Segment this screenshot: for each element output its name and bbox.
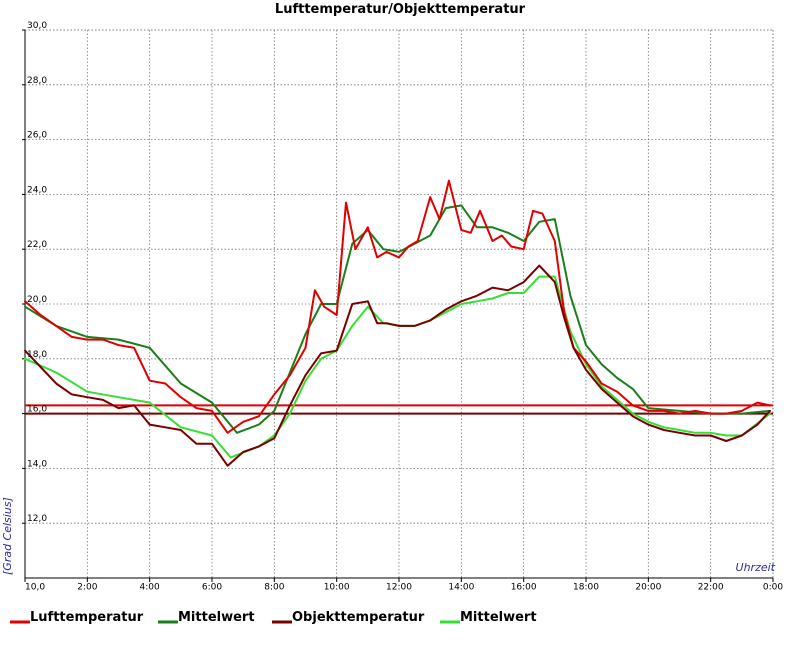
x-tick-label: 10:00 [324, 583, 350, 593]
legend-label: Mittelwert [460, 610, 537, 625]
series-line-3 [24, 264, 771, 467]
x-tick-label: 14:00 [448, 583, 474, 593]
series-line-1 [24, 179, 771, 434]
y-tick-label: 28,0 [27, 76, 47, 86]
reference-lines [25, 404, 773, 415]
x-tick-label: 8:00 [264, 583, 284, 593]
y-tick-label: 14,0 [27, 459, 47, 469]
legend-label: Lufttemperatur [30, 610, 144, 625]
y-axis-label: [Grad Celsius] [1, 497, 14, 575]
y-tick-label: 20,0 [27, 295, 47, 305]
x-tick-label: 22:00 [698, 583, 724, 593]
y-tick-label: 18,0 [27, 350, 47, 360]
x-tick-label: 0:00 [763, 583, 783, 593]
legend-label: Objekttemperatur [292, 610, 425, 625]
x-tick-label: 12:00 [386, 583, 412, 593]
x-tick-label: 16:00 [511, 583, 537, 593]
y-tick-label: 22,0 [27, 240, 47, 250]
x-tick-label: 4:00 [140, 583, 160, 593]
legend: Lufttemperatur Mittelwert Objekttemperatur… [10, 610, 537, 625]
x-tick-label: 10,0 [25, 583, 45, 593]
series-line-2 [24, 204, 771, 434]
x-tick-label: 6:00 [202, 583, 222, 593]
series-line-4 [24, 275, 771, 459]
y-tick-label: 24,0 [27, 185, 47, 195]
chart-title: Lufttemperatur/Objekttemperatur [275, 2, 526, 17]
y-tick-label: 16,0 [27, 405, 47, 415]
x-tick-label: 18:00 [573, 583, 599, 593]
x-tick-label: 2:00 [77, 583, 97, 593]
y-tick-label: 30,0 [27, 21, 47, 31]
y-tick-label: 12,0 [27, 514, 47, 524]
series-lines [24, 179, 771, 467]
axes [22, 29, 774, 582]
legend-label: Mittelwert [178, 610, 255, 625]
x-axis-label: Uhrzeit [736, 561, 776, 574]
x-tick-label: 20:00 [635, 583, 661, 593]
y-tick-label: 26,0 [27, 131, 47, 141]
tick-labels: 10,0 2:00 4:00 6:00 8:00 10:00 12:00 14:00 16:00… [25, 21, 783, 593]
